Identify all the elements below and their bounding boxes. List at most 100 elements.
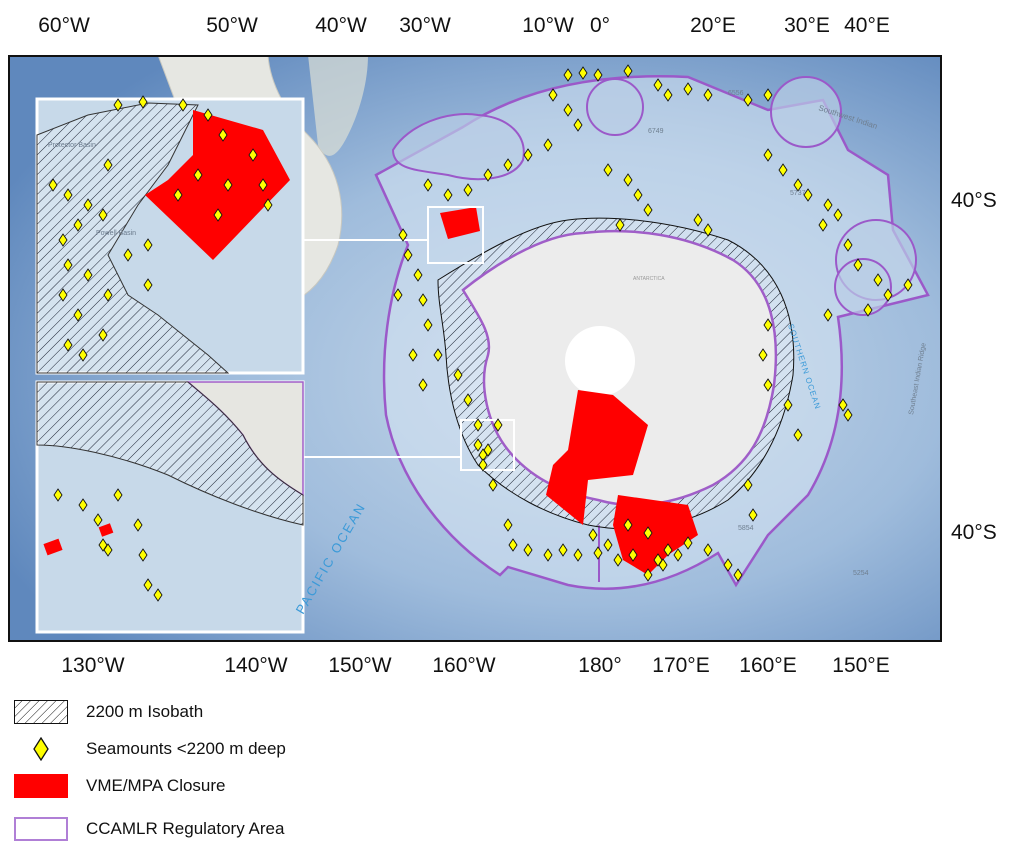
seamount-diamond — [63, 188, 73, 202]
top-tick-40w: 40°W — [315, 14, 367, 37]
bottom-tick-150w: 150°W — [328, 654, 392, 677]
seamount-diamond — [758, 348, 768, 362]
legend-label-isobath: 2200 m Isobath — [86, 702, 204, 721]
seamount-diamond — [883, 288, 893, 302]
seamount-diamond — [473, 438, 483, 452]
legend-seamounts: Seamounts <2200 m deep — [14, 735, 286, 763]
seamount-diamond — [763, 318, 773, 332]
seamount-diamond — [133, 518, 143, 532]
seamount-diamond — [98, 328, 108, 342]
seamount-diamond — [123, 248, 133, 262]
seamount-diamond — [863, 303, 873, 317]
south-africa-landmass — [308, 55, 368, 156]
closure-ross-sea — [546, 390, 648, 525]
seamount-diamond — [63, 338, 73, 352]
seamount-diamond — [793, 178, 803, 192]
seamount-diamond — [103, 288, 113, 302]
right-tick-40s-upper: 40°S — [951, 189, 997, 212]
seamount-diamond — [393, 288, 403, 302]
seamount-diamond — [703, 223, 713, 237]
seamount-diamond — [483, 168, 493, 182]
inset2-closure-b — [98, 523, 114, 537]
inset2-closure-a — [43, 538, 63, 556]
label-depth-6749: 6749 — [648, 128, 664, 135]
seamount-diamond — [593, 546, 603, 560]
seamount-diamond — [778, 163, 788, 177]
legend-label-closure: VME/MPA Closure — [86, 776, 226, 795]
seamount-diamond — [548, 88, 558, 102]
legend-diamond-swatch — [33, 737, 49, 761]
seamount-diamond — [573, 548, 583, 562]
legend-red-swatch — [14, 774, 68, 798]
seamount-diamond — [603, 163, 613, 177]
seamount-diamond — [48, 178, 58, 192]
bottom-tick-180: 180° — [578, 654, 622, 677]
ccamlr-subarea-scotia — [391, 113, 525, 181]
inset2-shelf — [36, 381, 304, 526]
seamount-diamond — [823, 308, 833, 322]
label-depth-5254: 5254 — [853, 570, 869, 577]
map[interactable]: Protector Basin Powell Basin SOUTHERN OC… — [8, 55, 942, 642]
seamount-diamond — [213, 208, 223, 222]
top-tick-30w: 30°W — [399, 14, 451, 37]
seamount-diamond — [833, 208, 843, 222]
inset-frame-peninsula-north — [427, 206, 484, 264]
seamount-diamond — [643, 203, 653, 217]
ccamlr-subarea-heard — [834, 258, 892, 316]
seamount-diamond — [783, 398, 793, 412]
seamount-diamond — [258, 178, 268, 192]
ccamlr-subarea-crozet — [770, 76, 842, 148]
seamount-diamond — [508, 538, 518, 552]
seamount-diamond — [423, 318, 433, 332]
seamount-diamond — [743, 478, 753, 492]
seamount-diamond — [418, 378, 428, 392]
seamount-diamond — [78, 348, 88, 362]
bottom-tick-140w: 140°W — [224, 654, 288, 677]
seamount-diamond — [693, 213, 703, 227]
seamount-diamond — [143, 278, 153, 292]
legend-isobath: 2200 m Isobath — [14, 698, 203, 726]
legend-purple-swatch — [14, 817, 68, 841]
seamount-diamond — [58, 233, 68, 247]
seamount-diamond — [178, 98, 188, 112]
inset-powell-basin[interactable]: Protector Basin Powell Basin — [35, 97, 305, 375]
inset-ross-sea[interactable] — [35, 380, 305, 634]
seamount-diamond — [593, 68, 603, 82]
seamount-diamond — [823, 198, 833, 212]
seamount-diamond — [153, 588, 163, 602]
seamount-diamond — [873, 273, 883, 287]
seamount-diamond — [615, 218, 625, 232]
bottom-tick-160e: 160°E — [739, 654, 797, 677]
top-tick-60w: 60°W — [38, 14, 90, 37]
seamount-diamond — [83, 268, 93, 282]
seamount-diamond — [623, 64, 633, 78]
inset-frame-ross-north — [460, 419, 515, 471]
seamount-diamond — [543, 548, 553, 562]
top-tick-0: 0° — [589, 14, 611, 37]
seamount-diamond — [463, 183, 473, 197]
seamount-diamond — [743, 93, 753, 107]
seamount-diamond — [703, 543, 713, 557]
bottom-tick-160w: 160°W — [432, 654, 496, 677]
seamount-diamond — [58, 288, 68, 302]
seamount-diamond — [203, 108, 213, 122]
seamount-diamond — [113, 98, 123, 112]
seamount-diamond — [853, 258, 863, 272]
seamount-diamond — [683, 536, 693, 550]
seamount-diamond — [483, 443, 493, 457]
closure-south-orkney — [440, 207, 480, 239]
seamount-diamond — [463, 393, 473, 407]
seamount-diamond — [83, 198, 93, 212]
seamount-diamond — [673, 548, 683, 562]
seamount-diamond — [113, 488, 123, 502]
seamount-diamond — [218, 128, 228, 142]
right-tick-40s-lower: 40°S — [951, 521, 997, 544]
seamount-diamond — [803, 188, 813, 202]
seamount-diamond — [733, 568, 743, 582]
map-border — [8, 55, 942, 642]
seamount-diamond — [623, 518, 633, 532]
seamount-diamond — [478, 458, 488, 472]
seamount-diamond — [433, 348, 443, 362]
label-depth-5737: 5737 — [790, 190, 806, 197]
seamount-diamond — [628, 548, 638, 562]
